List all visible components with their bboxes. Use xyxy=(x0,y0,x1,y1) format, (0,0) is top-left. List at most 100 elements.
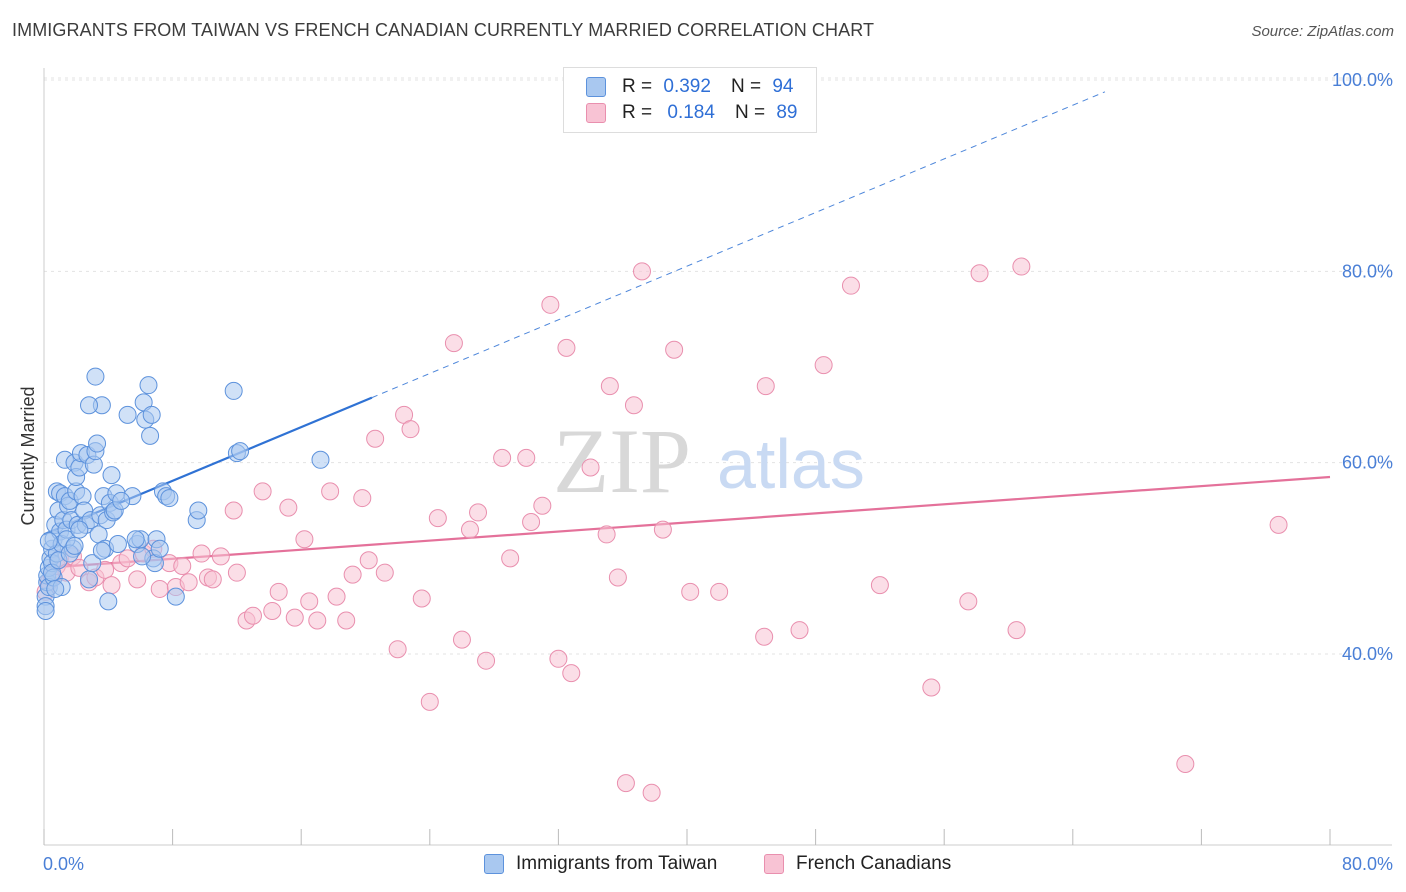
data-point-french xyxy=(1176,755,1195,774)
data-point-french xyxy=(922,678,941,697)
data-point-french xyxy=(375,563,394,582)
data-point-french xyxy=(263,601,282,620)
data-point-french xyxy=(452,630,471,649)
data-point-taiwan xyxy=(39,532,58,551)
data-point-french xyxy=(557,338,576,357)
data-point-french xyxy=(562,664,581,683)
data-point-french xyxy=(211,547,230,566)
watermark-zip: ZIP xyxy=(553,410,691,512)
trend-line-taiwan-extension xyxy=(371,91,1106,399)
data-point-french xyxy=(327,587,346,606)
legend-n-value: 94 xyxy=(772,76,794,97)
data-point-french xyxy=(308,611,327,630)
data-point-taiwan xyxy=(65,536,84,555)
data-point-french xyxy=(549,649,568,668)
data-point-taiwan xyxy=(99,592,118,611)
data-point-french xyxy=(279,498,298,517)
data-point-french xyxy=(343,565,362,584)
data-point-taiwan xyxy=(311,450,330,469)
chart-title: IMMIGRANTS FROM TAIWAN VS FRENCH CANADIA… xyxy=(12,20,875,40)
data-point-french xyxy=(541,295,560,314)
y-axis-label: Currently Married xyxy=(18,386,38,525)
legend-swatch-blue xyxy=(484,854,504,874)
legend-r-value: 0.184 xyxy=(667,102,715,123)
data-point-taiwan xyxy=(126,530,145,549)
data-point-french xyxy=(269,582,288,601)
data-point-french xyxy=(300,592,319,611)
legend-r-value: 0.392 xyxy=(663,76,711,97)
data-point-french xyxy=(179,573,198,592)
data-point-taiwan xyxy=(150,539,169,558)
legend-r-label: R = xyxy=(622,76,653,97)
data-point-french xyxy=(150,579,169,598)
data-point-french xyxy=(870,576,889,595)
data-point-french xyxy=(710,582,729,601)
data-point-taiwan xyxy=(83,554,102,573)
data-point-french xyxy=(681,582,700,601)
data-point-french xyxy=(959,592,978,611)
data-point-taiwan xyxy=(231,442,250,461)
data-point-taiwan xyxy=(80,396,99,415)
stats-legend: R = 0.392 N = 94 R = 0.184 N = 89 xyxy=(563,67,817,133)
data-point-taiwan xyxy=(46,579,65,598)
data-point-french xyxy=(1012,257,1031,276)
data-point-french xyxy=(428,509,447,528)
data-point-taiwan xyxy=(36,601,55,620)
legend-n-label: N = xyxy=(734,102,766,123)
legend-item-french: French Canadians xyxy=(764,853,951,875)
data-point-taiwan xyxy=(108,534,127,553)
data-point-french xyxy=(814,356,833,375)
data-point-french xyxy=(359,551,378,570)
legend-row-french: R = 0.184 N = 89 xyxy=(586,101,797,125)
data-point-french xyxy=(533,496,552,515)
legend-n-value: 89 xyxy=(776,102,798,123)
data-point-taiwan xyxy=(224,381,243,400)
legend-swatch-pink xyxy=(764,854,784,874)
watermark: ZIP atlas xyxy=(553,410,865,512)
data-point-french xyxy=(224,501,243,520)
data-point-taiwan xyxy=(166,587,185,606)
data-point-french xyxy=(173,556,192,575)
data-point-french xyxy=(243,606,262,625)
data-point-french xyxy=(420,692,439,711)
tick-labels: 40.0% 60.0% 80.0% 100.0% 0.0% 80.0% xyxy=(43,70,1393,874)
data-point-french xyxy=(203,570,222,589)
y-tick-label: 100.0% xyxy=(1332,70,1393,90)
data-point-french xyxy=(227,563,246,582)
data-point-french xyxy=(102,576,121,595)
data-point-french xyxy=(253,482,272,501)
data-point-french xyxy=(665,340,684,359)
chart-source: Source: ZipAtlas.com xyxy=(1251,23,1394,40)
data-point-taiwan xyxy=(142,405,161,424)
data-point-french xyxy=(581,458,600,477)
data-point-taiwan xyxy=(141,426,160,445)
data-point-french xyxy=(295,530,314,549)
legend-label: Immigrants from Taiwan xyxy=(516,853,718,874)
data-point-french xyxy=(192,544,211,563)
data-point-taiwan xyxy=(92,541,111,560)
y-tick-label: 40.0% xyxy=(1342,644,1393,664)
data-point-french xyxy=(970,264,989,283)
legend-swatch-pink xyxy=(586,103,606,123)
data-point-french xyxy=(1269,515,1288,534)
data-point-french xyxy=(624,396,643,415)
data-point-french xyxy=(522,512,541,531)
y-tick-label: 80.0% xyxy=(1342,261,1393,281)
data-point-french xyxy=(608,568,627,587)
y-tick-label: 60.0% xyxy=(1342,453,1393,473)
data-point-french xyxy=(412,589,431,608)
legend-item-taiwan: Immigrants from Taiwan xyxy=(484,853,717,875)
data-point-french xyxy=(1007,621,1026,640)
data-point-taiwan xyxy=(70,520,89,539)
legend-row-taiwan: R = 0.392 N = 94 xyxy=(586,75,793,99)
series-immigrants-from-taiwan xyxy=(36,367,330,620)
data-point-taiwan xyxy=(80,570,99,589)
data-point-taiwan xyxy=(189,501,208,520)
data-point-french xyxy=(632,262,651,281)
data-point-french xyxy=(790,621,809,640)
data-point-french xyxy=(616,774,635,793)
data-point-french xyxy=(501,549,520,568)
data-point-taiwan xyxy=(112,491,131,510)
data-point-french xyxy=(321,482,340,501)
